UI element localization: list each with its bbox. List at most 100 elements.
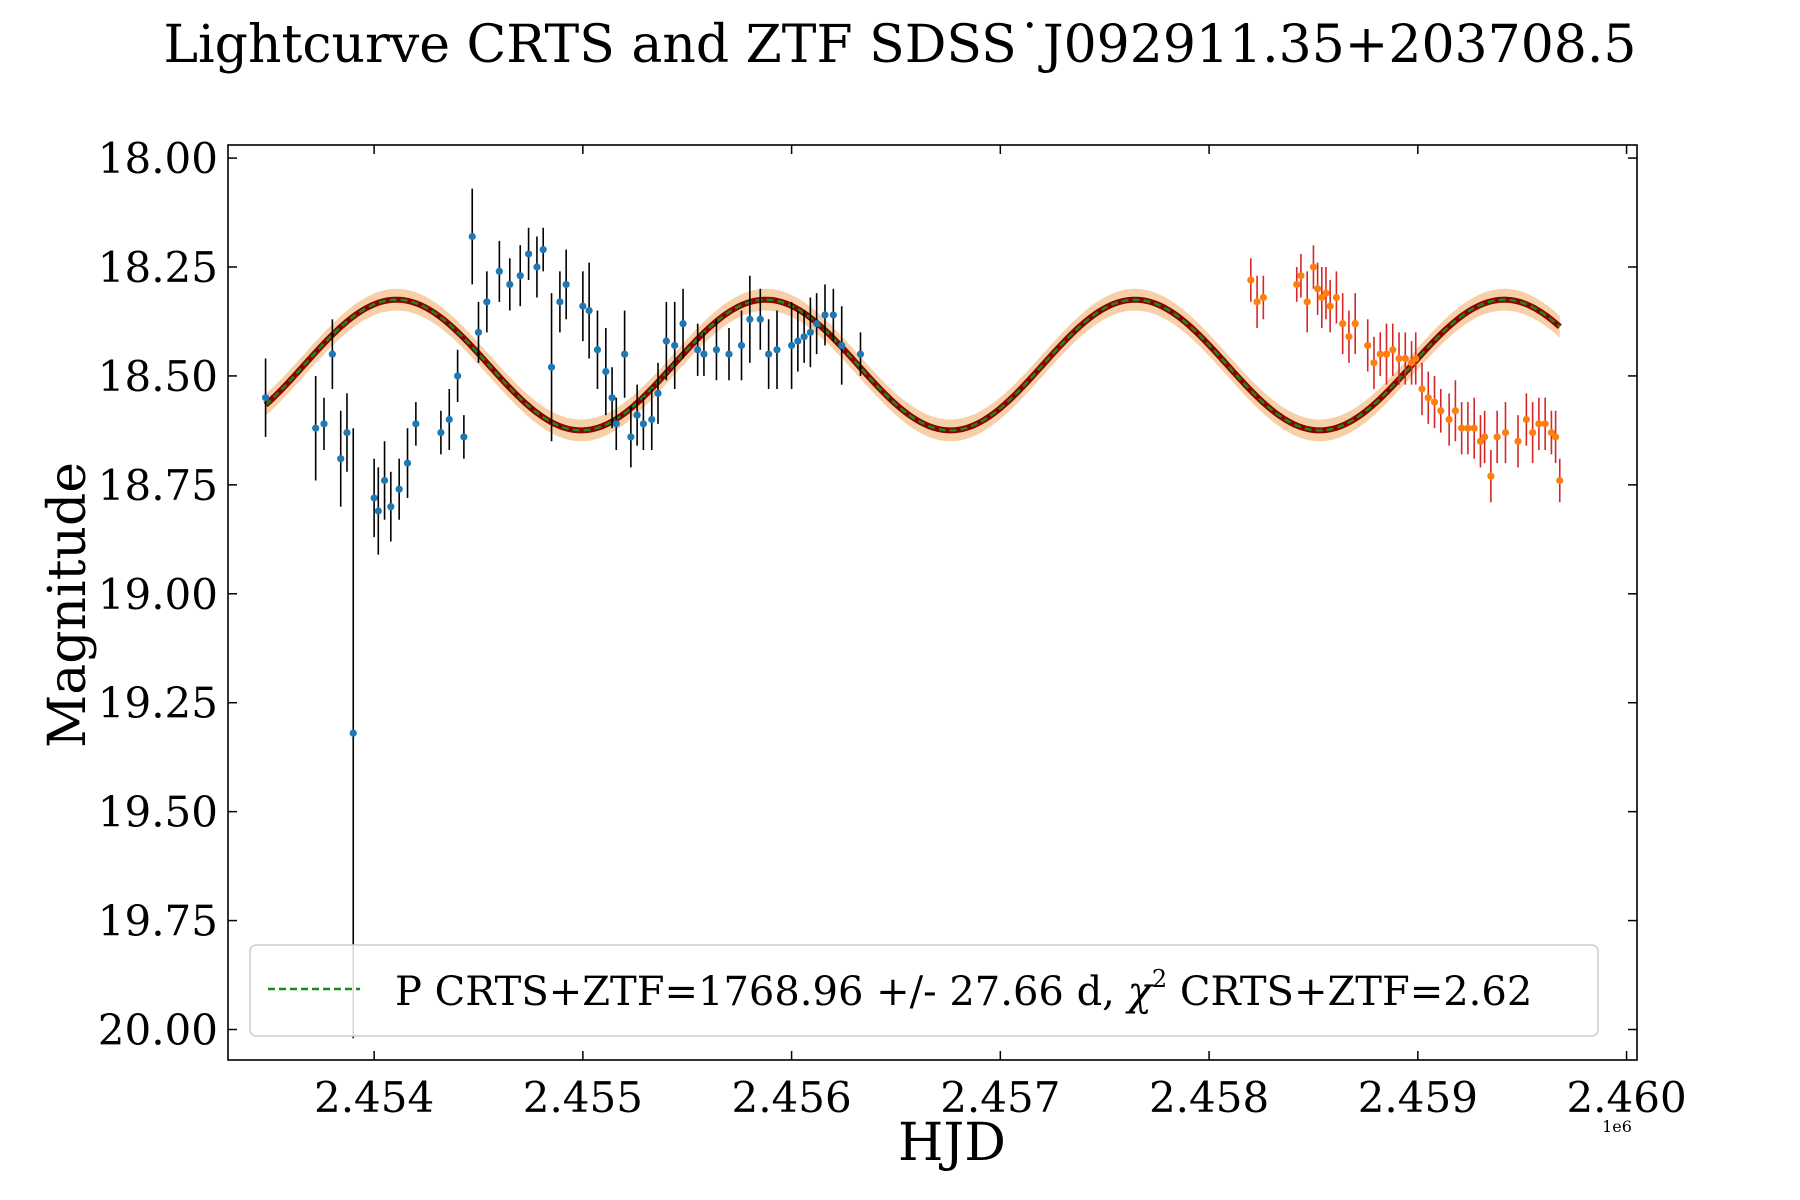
ztf-point <box>1445 415 1453 424</box>
ztf-point <box>1418 385 1426 393</box>
y-tick-label: 20.00 <box>98 1006 218 1055</box>
model-curve <box>264 298 1561 432</box>
ztf-point <box>1259 293 1267 302</box>
crts-point <box>679 320 687 328</box>
crts-point <box>821 311 829 319</box>
ztf-point <box>1481 433 1489 441</box>
ztf-point <box>1303 298 1311 306</box>
crts-point <box>633 411 641 419</box>
y-tick-label: 18.25 <box>98 243 218 292</box>
crts-point <box>700 350 708 358</box>
x-tick-label: 2.456 <box>731 1073 851 1122</box>
y-tick-label: 19.75 <box>98 897 218 946</box>
ztf-point <box>1556 476 1564 485</box>
crts-point <box>829 311 837 319</box>
crts-point <box>312 424 320 432</box>
ztf-point <box>1382 350 1391 358</box>
ztf-point <box>1389 346 1397 354</box>
crts-point <box>506 280 514 289</box>
crts-point <box>370 494 378 502</box>
crts-point <box>556 298 564 306</box>
ztf-point <box>1309 263 1318 271</box>
crts-point <box>524 250 533 258</box>
crts-point <box>328 350 336 358</box>
crts-point <box>593 346 602 354</box>
crts-point <box>648 415 656 424</box>
crts-point <box>437 428 445 437</box>
crts-point <box>737 341 746 350</box>
ztf-point <box>1370 359 1378 367</box>
model-uncertainty-band <box>265 288 1560 442</box>
ztf-series <box>1247 245 1564 503</box>
ztf-point <box>1493 433 1501 441</box>
crts-point <box>412 420 420 428</box>
legend-box <box>249 944 1599 1037</box>
crts-point <box>671 341 679 350</box>
crts-point <box>516 272 524 280</box>
y-tick-label: 19.25 <box>98 679 218 728</box>
ztf-point <box>1253 298 1261 306</box>
x-tick-label: 2.460 <box>1566 1073 1686 1122</box>
x-axis-label: HJD <box>898 1113 1006 1173</box>
crts-point <box>794 337 802 345</box>
crts-point <box>800 333 808 341</box>
crts-point <box>608 394 616 402</box>
crts-point <box>788 341 796 350</box>
chart-title: Lightcurve CRTS and ZTF SDSS˙J092911.35+… <box>164 15 1637 75</box>
x-tick-label: 2.454 <box>314 1073 434 1122</box>
crts-point <box>343 428 351 437</box>
ztf-point <box>1339 320 1347 328</box>
crts-point <box>460 433 468 441</box>
crts-point <box>621 350 629 358</box>
ztf-point <box>1247 276 1255 284</box>
ztf-point <box>1458 424 1466 432</box>
crts-point <box>380 476 389 485</box>
crts-point <box>547 363 556 371</box>
ztf-point <box>1332 293 1341 302</box>
ztf-point <box>1364 341 1372 350</box>
crts-point <box>602 367 610 376</box>
crts-point <box>495 267 503 275</box>
y-tick-label: 18.50 <box>98 352 218 401</box>
crts-point <box>856 350 865 358</box>
crts-point <box>694 346 702 354</box>
crts-point <box>746 315 754 323</box>
crts-point <box>387 503 395 511</box>
crts-point <box>533 263 541 271</box>
crts-point <box>813 320 821 328</box>
crts-point <box>838 341 846 350</box>
ztf-point <box>1345 333 1353 341</box>
ztf-point <box>1487 472 1495 480</box>
ztf-point <box>1535 420 1543 428</box>
ztf-point <box>1412 354 1420 363</box>
ztf-point <box>1470 424 1478 432</box>
ztf-point <box>1424 394 1432 402</box>
crts-point <box>374 507 382 515</box>
crts-point <box>445 415 453 424</box>
ztf-point <box>1451 407 1459 415</box>
ztf-point <box>1401 354 1409 363</box>
crts-point <box>806 328 814 336</box>
x-tick-label: 2.458 <box>1149 1073 1269 1122</box>
y-axis-label: Magnitude <box>38 462 98 748</box>
crts-point <box>474 328 483 336</box>
crts-series <box>261 188 865 1039</box>
x-tick-label: 2.455 <box>523 1073 643 1122</box>
model-band-layer <box>265 288 1560 442</box>
crts-point <box>483 298 491 306</box>
crts-point <box>725 350 733 358</box>
crts-point <box>654 389 662 397</box>
crts-point <box>579 302 587 310</box>
crts-point <box>320 420 328 428</box>
y-tick-label: 18.75 <box>98 461 218 510</box>
ztf-point <box>1514 437 1522 445</box>
ztf-point <box>1376 350 1384 358</box>
ztf-point <box>1322 289 1330 297</box>
crts-point <box>349 729 357 737</box>
crts-point <box>539 245 547 254</box>
ztf-point <box>1314 285 1322 293</box>
ztf-point <box>1529 428 1537 437</box>
ztf-point <box>1501 428 1510 437</box>
crts-point <box>585 306 593 315</box>
